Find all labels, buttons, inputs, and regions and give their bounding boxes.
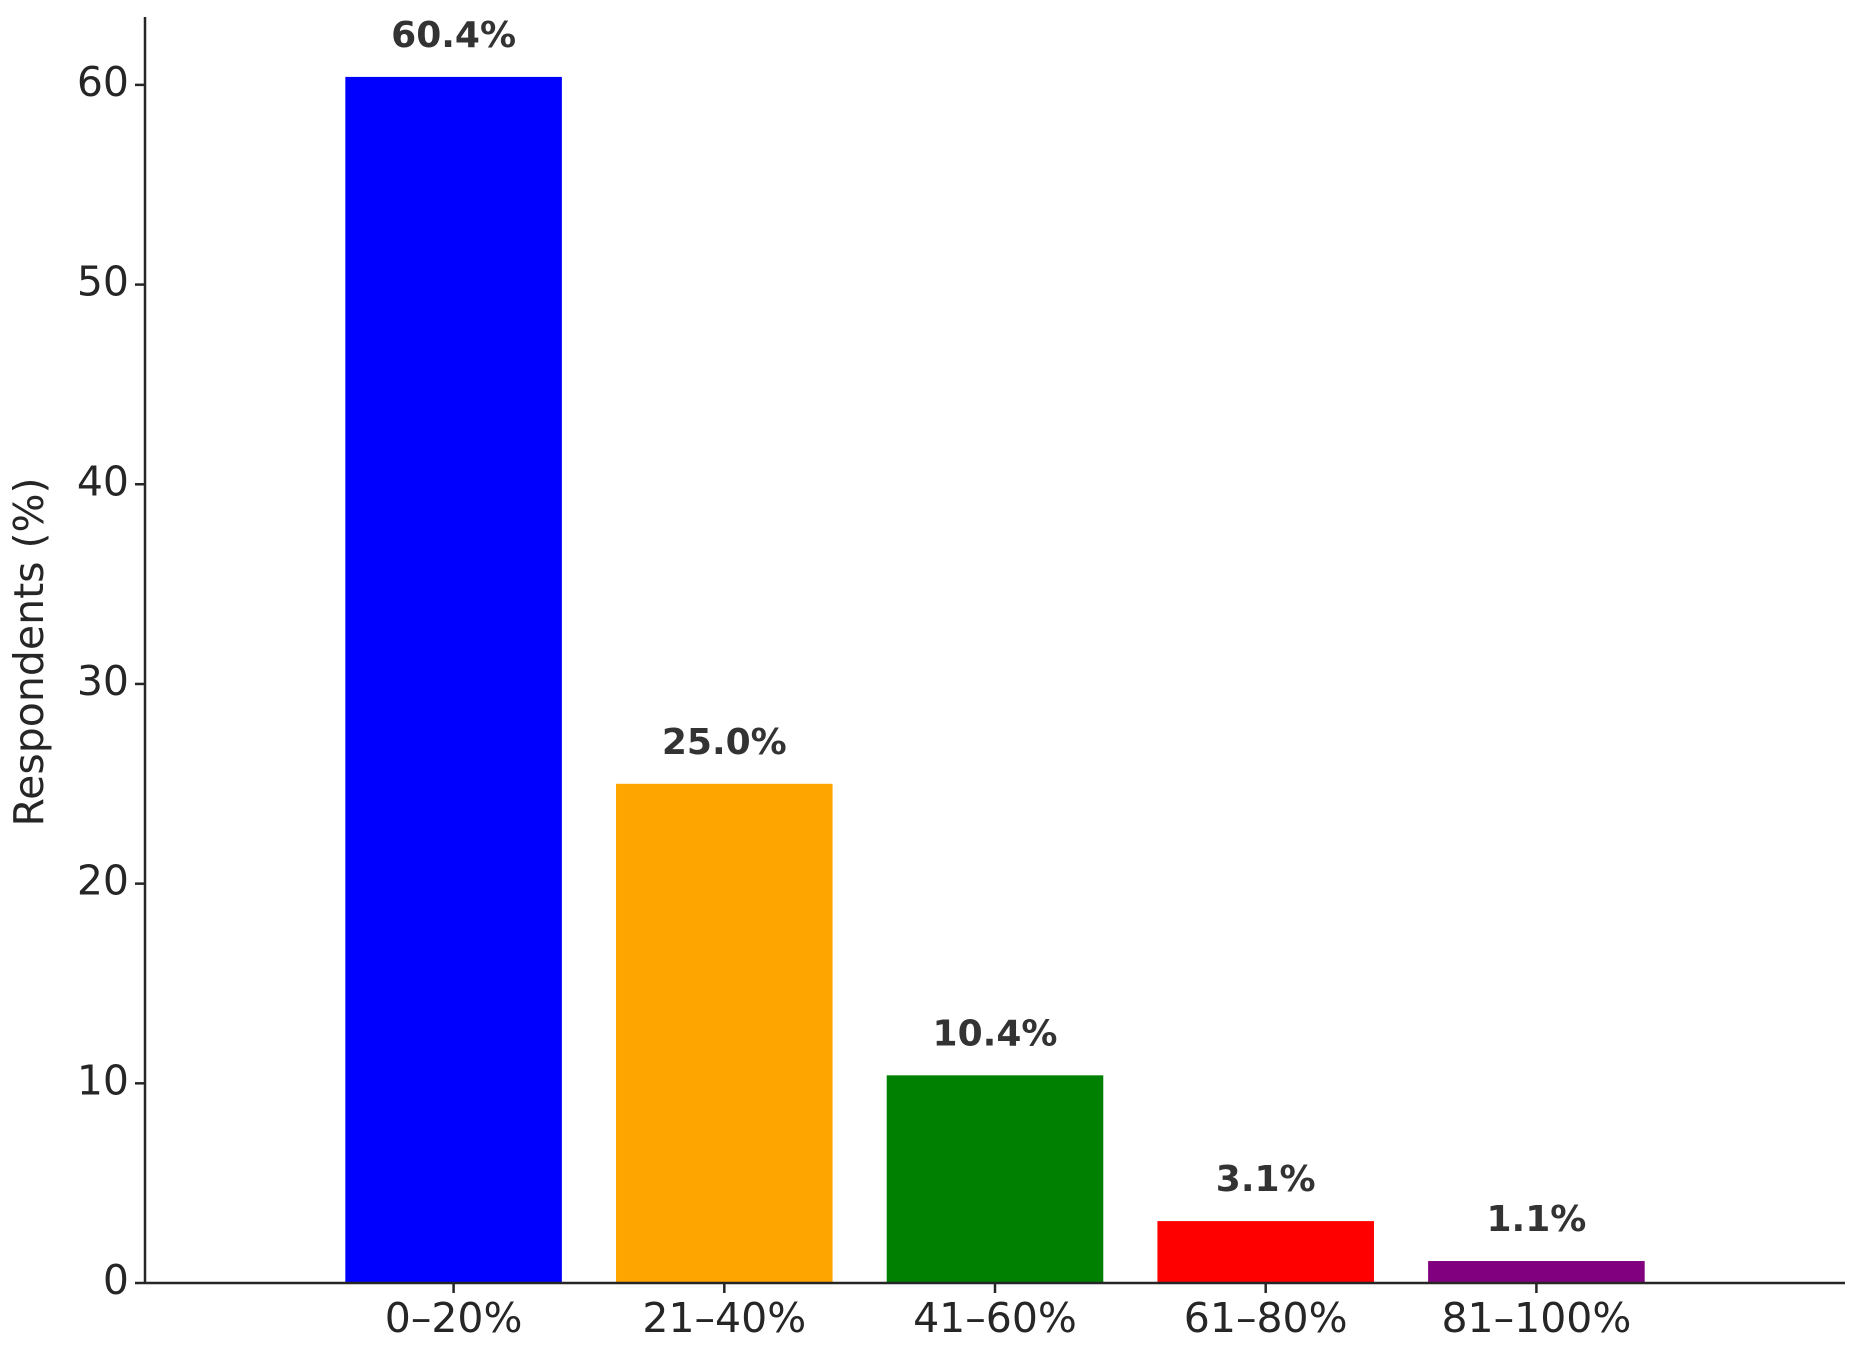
bar	[1428, 1261, 1645, 1283]
x-tick-label: 81–100%	[1441, 1294, 1631, 1342]
bar	[345, 76, 562, 1283]
y-axis-label: Respondents (%)	[5, 478, 53, 827]
y-tick-label: 60	[77, 58, 129, 106]
value-label: 3.1%	[1216, 1159, 1316, 1200]
y-tick-label: 30	[77, 657, 129, 705]
value-label: 60.4%	[391, 15, 516, 56]
y-tick-label: 40	[77, 457, 129, 505]
y-tick-label: 50	[77, 258, 129, 306]
x-tick-label: 61–80%	[1184, 1294, 1348, 1342]
bar	[616, 783, 833, 1283]
value-label: 10.4%	[933, 1013, 1058, 1054]
value-label: 25.0%	[662, 722, 787, 763]
x-tick-label: 0–20%	[385, 1294, 523, 1342]
bar	[1157, 1221, 1374, 1283]
y-tick-label: 20	[77, 857, 129, 905]
y-tick-label: 10	[77, 1056, 129, 1104]
bar	[886, 1075, 1104, 1283]
value-label: 1.1%	[1486, 1199, 1586, 1240]
x-tick-label: 41–60%	[913, 1294, 1077, 1342]
y-tick-label: 0	[103, 1256, 129, 1304]
x-tick-label: 21–40%	[642, 1294, 806, 1342]
